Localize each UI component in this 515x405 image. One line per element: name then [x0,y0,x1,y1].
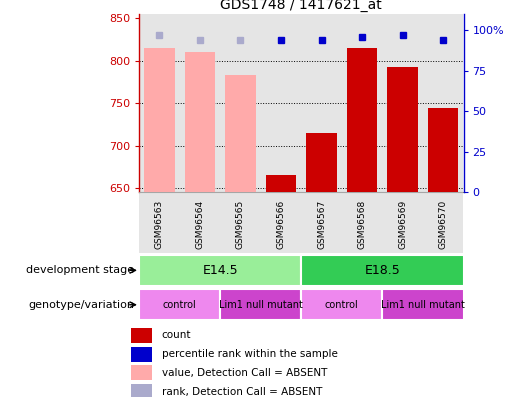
Bar [139,14,180,192]
Bar [131,384,151,399]
Text: Lim1 null mutant: Lim1 null mutant [381,300,465,310]
Text: Lim1 null mutant: Lim1 null mutant [219,300,303,310]
Text: value, Detection Call = ABSENT: value, Detection Call = ABSENT [162,368,327,378]
Bar [342,192,382,253]
Bar [387,67,418,192]
Text: control: control [163,300,197,310]
Bar [180,14,220,192]
Text: GSM96569: GSM96569 [398,200,407,249]
Text: GSM96564: GSM96564 [195,200,204,249]
Bar [423,14,464,192]
Text: percentile rank within the sample: percentile rank within the sample [162,349,337,359]
Text: GSM96566: GSM96566 [277,200,285,249]
Bar [382,192,423,253]
Text: rank, Detection Call = ABSENT: rank, Detection Call = ABSENT [162,387,322,396]
Text: count: count [162,330,191,341]
Bar [301,255,464,286]
Bar [301,14,342,192]
Bar [301,289,382,320]
Bar [220,192,261,253]
Text: development stage: development stage [26,265,134,275]
Bar [185,52,215,192]
Text: E18.5: E18.5 [365,264,400,277]
Bar [266,175,296,192]
Bar [382,289,464,320]
Text: GSM96568: GSM96568 [357,200,367,249]
Bar [306,133,337,192]
Text: GSM96570: GSM96570 [439,200,448,249]
Bar [301,192,342,253]
Text: GSM96567: GSM96567 [317,200,326,249]
Bar [139,289,220,320]
Text: genotype/variation: genotype/variation [28,300,134,310]
Text: control: control [325,300,359,310]
Bar [180,192,220,253]
Bar [220,289,301,320]
Bar [261,192,301,253]
Text: GSM96563: GSM96563 [155,200,164,249]
Bar [423,192,464,253]
Bar [261,14,301,192]
Text: E14.5: E14.5 [202,264,238,277]
Bar [428,107,458,192]
Bar [139,192,180,253]
Bar [139,255,301,286]
Title: GDS1748 / 1417621_at: GDS1748 / 1417621_at [220,0,382,12]
Bar [347,48,377,192]
Bar [131,347,151,362]
Bar [131,328,151,343]
Bar [225,75,255,192]
Bar [220,14,261,192]
Bar [144,48,175,192]
Bar [382,14,423,192]
Bar [342,14,382,192]
Text: GSM96565: GSM96565 [236,200,245,249]
Bar [131,365,151,380]
